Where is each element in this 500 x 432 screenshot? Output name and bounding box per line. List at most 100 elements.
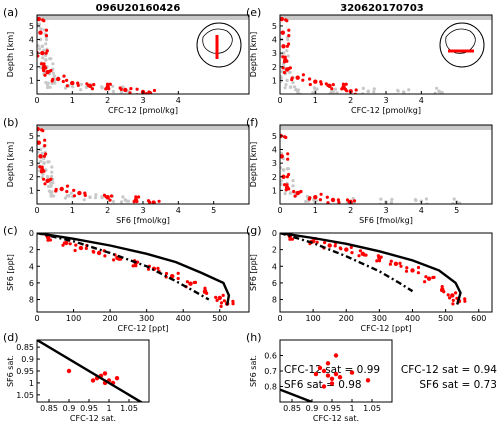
data-point-cloud <box>389 200 394 204</box>
data-point-cloud <box>451 298 455 302</box>
data-point-cloud <box>63 196 68 200</box>
data-point-cloud <box>337 200 341 204</box>
data-point-cloud <box>72 194 76 198</box>
data-point <box>280 154 284 159</box>
data-point-cloud <box>39 170 44 174</box>
data-point-cloud <box>290 76 294 80</box>
x-tick-label: 3 <box>140 96 145 105</box>
data-point <box>66 368 72 374</box>
x-tick-label: 100 <box>305 314 320 323</box>
data-point-cloud <box>287 172 291 177</box>
data-point-cloud <box>40 165 44 169</box>
data-point-cloud <box>407 88 411 92</box>
x-tick-label: 0.95 <box>323 404 341 413</box>
panel-b: 0 1 2 3 4 5 1 2 3 4 5 SF6 [fmol/kg] Depth [km] (b) <box>3 116 250 225</box>
data-point-cloud <box>43 138 47 142</box>
data-point-cloud <box>100 195 104 199</box>
y-tick-label: 2 <box>29 63 34 72</box>
series-line-2 <box>37 233 231 306</box>
series-line-2 <box>280 233 462 305</box>
data-point-cloud <box>152 88 157 93</box>
data-point-cloud <box>50 81 54 85</box>
y-tick-label: 5 <box>272 22 277 31</box>
x-tick-label: 2 <box>105 96 110 105</box>
y-axis-label: Depth [km] <box>249 142 258 188</box>
data-point <box>40 50 45 56</box>
data-point-cloud <box>340 87 344 91</box>
data-point-cloud <box>335 91 339 94</box>
data-point-cloud <box>372 87 376 91</box>
data-point <box>151 200 156 204</box>
data-point-cloud <box>71 85 75 89</box>
data-point-cloud <box>52 74 57 78</box>
data-point-cloud <box>451 302 455 306</box>
plot-area-a <box>37 15 249 94</box>
data-point-cloud <box>215 298 219 302</box>
data-point <box>281 168 286 172</box>
x-tick-label: 1.05 <box>120 404 138 413</box>
data-point-cloud <box>193 280 198 284</box>
data-point-cloud <box>440 285 444 289</box>
data-point-cloud <box>205 291 209 295</box>
y-tick-label: 1 <box>29 76 34 85</box>
data-point-cloud <box>388 262 392 266</box>
right-cfc-sat-text: CFC-12 sat = 0.94 <box>401 364 497 376</box>
data-point-cloud <box>333 244 337 248</box>
data-point-cloud <box>219 301 224 305</box>
x-tick-label: 5 <box>454 206 459 215</box>
data-point <box>281 51 286 55</box>
data-point-cloud <box>315 87 319 91</box>
plot-area-h <box>280 353 371 402</box>
y-tick-label: 4 <box>29 262 34 271</box>
data-point-cloud <box>135 87 139 91</box>
x-tick-label: 0.95 <box>80 404 98 413</box>
y-axis-label: SF6 sat. <box>6 355 15 387</box>
data-point-cloud <box>109 194 114 198</box>
data-point-cloud <box>358 249 362 253</box>
x-tick-label: 2 <box>348 206 353 215</box>
surface-band-grey <box>280 125 492 130</box>
y-tick-label: 0.7 <box>264 367 277 376</box>
data-point-cloud <box>331 83 335 87</box>
data-point-cloud <box>423 280 427 284</box>
panel-label: (h) <box>246 331 262 344</box>
data-point <box>78 245 84 251</box>
data-point-cloud <box>308 82 312 87</box>
data-point-cloud <box>311 91 315 94</box>
data-point <box>77 190 82 196</box>
data-point-cloud <box>76 83 80 87</box>
data-point-cloud <box>40 151 44 155</box>
data-point <box>313 195 318 200</box>
data-point-cloud <box>43 182 47 186</box>
data-point-cloud <box>440 90 444 94</box>
y-axis-label: Depth [km] <box>6 142 15 188</box>
data-point-cloud <box>45 49 49 53</box>
data-point <box>88 195 92 199</box>
y-tick-label: 5 <box>29 22 34 31</box>
x-tick-label: 300 <box>372 314 387 323</box>
data-point-cloud <box>284 18 288 22</box>
data-point <box>330 197 336 203</box>
y-tick-label: 2 <box>272 173 277 182</box>
y-tick-label: 0 <box>272 229 277 238</box>
x-tick-label: 1 <box>313 206 318 215</box>
data-point-cloud <box>42 169 46 173</box>
data-point-cloud <box>305 194 309 198</box>
data-point-cloud <box>79 88 83 92</box>
data-point-cloud <box>231 302 235 306</box>
y-axis-label: SF6 sat. <box>249 355 258 387</box>
data-point-cloud <box>41 56 45 60</box>
panel-label: (d) <box>3 331 19 344</box>
panel-label: (g) <box>246 224 262 237</box>
x-tick-label: 500 <box>438 314 453 323</box>
x-tick-label: 0 <box>34 314 39 323</box>
data-point <box>38 37 43 42</box>
y-tick-label: 4 <box>29 146 34 155</box>
y-tick-label: 0 <box>29 229 34 238</box>
y-axis-label: SF6 [ppt] <box>249 254 258 291</box>
data-point <box>45 175 50 179</box>
y-tick-label: 2 <box>29 246 34 255</box>
data-point <box>217 295 222 301</box>
x-tick-label: 4 <box>176 206 181 215</box>
plot-area-b <box>37 125 249 204</box>
